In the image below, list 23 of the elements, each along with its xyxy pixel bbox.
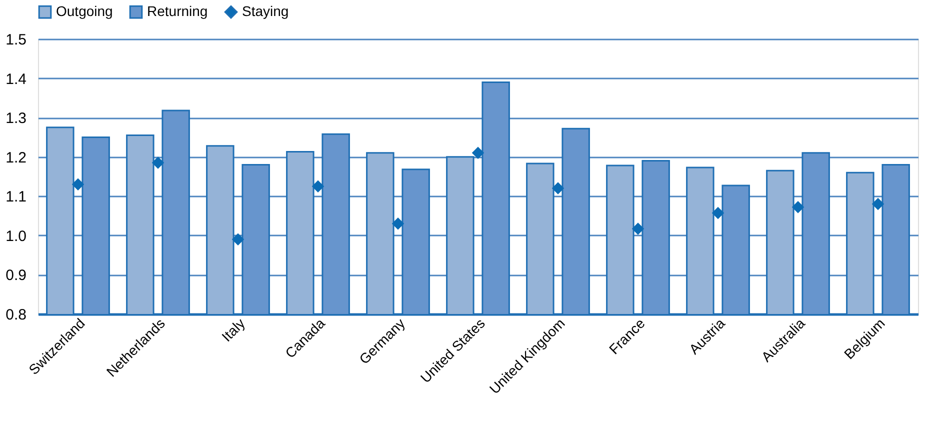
y-tick-label: 1.3 [6,110,26,128]
x-tick-label: Italy [218,315,248,345]
point [72,178,84,190]
point [152,156,164,169]
y-tick-label: 1.0 [6,228,26,245]
point [392,218,404,230]
y-tick-label: 1.4 [6,70,26,88]
y-tick-label: 1.1 [6,188,26,206]
legend-label: Staying [242,3,289,20]
point [712,206,724,220]
point [232,233,244,246]
y-tick-label: 1.2 [6,149,26,166]
point [872,198,884,210]
y-tick-label: 1.5 [6,32,26,48]
legend-label: Returning [147,3,208,20]
legend-label: Outgoing [56,3,113,20]
point [552,182,564,194]
y-tick-label: 0.9 [6,267,26,284]
point [792,201,804,214]
point [312,180,324,192]
point [632,222,644,235]
point [472,146,484,160]
y-tick-label: 0.8 [6,306,26,324]
